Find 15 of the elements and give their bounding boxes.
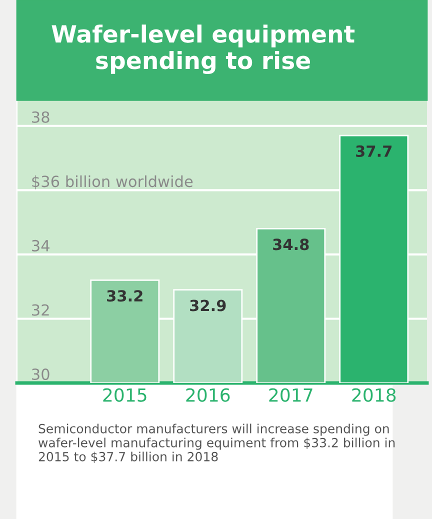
y-tick-label: 32 xyxy=(32,304,49,316)
data-label: 37.7 xyxy=(356,145,392,157)
x-tick-label: 2018 xyxy=(352,388,396,402)
x-tick-label: 2017 xyxy=(269,388,312,402)
y-tick-label: 30 xyxy=(32,368,50,380)
data-label: 33.2 xyxy=(107,290,142,302)
y-tick-label: 34 xyxy=(32,240,50,252)
y-tick-label: 38 xyxy=(32,111,50,123)
data-label: 32.9 xyxy=(190,300,226,312)
x-tick-label: 2016 xyxy=(186,388,230,402)
data-label: 34.8 xyxy=(273,238,309,250)
y-tick-label: $36 billion worldwide xyxy=(32,175,193,190)
x-tick-label: 2015 xyxy=(103,388,146,402)
chart-title: Wafer-level equipment spending to rise xyxy=(52,24,355,74)
text: Semiconductor manufacturers will increase spending on wafer-level manufacturing equiment from $33.2 billion in 2015 to $37.7 billion in 2018 xyxy=(38,424,395,464)
